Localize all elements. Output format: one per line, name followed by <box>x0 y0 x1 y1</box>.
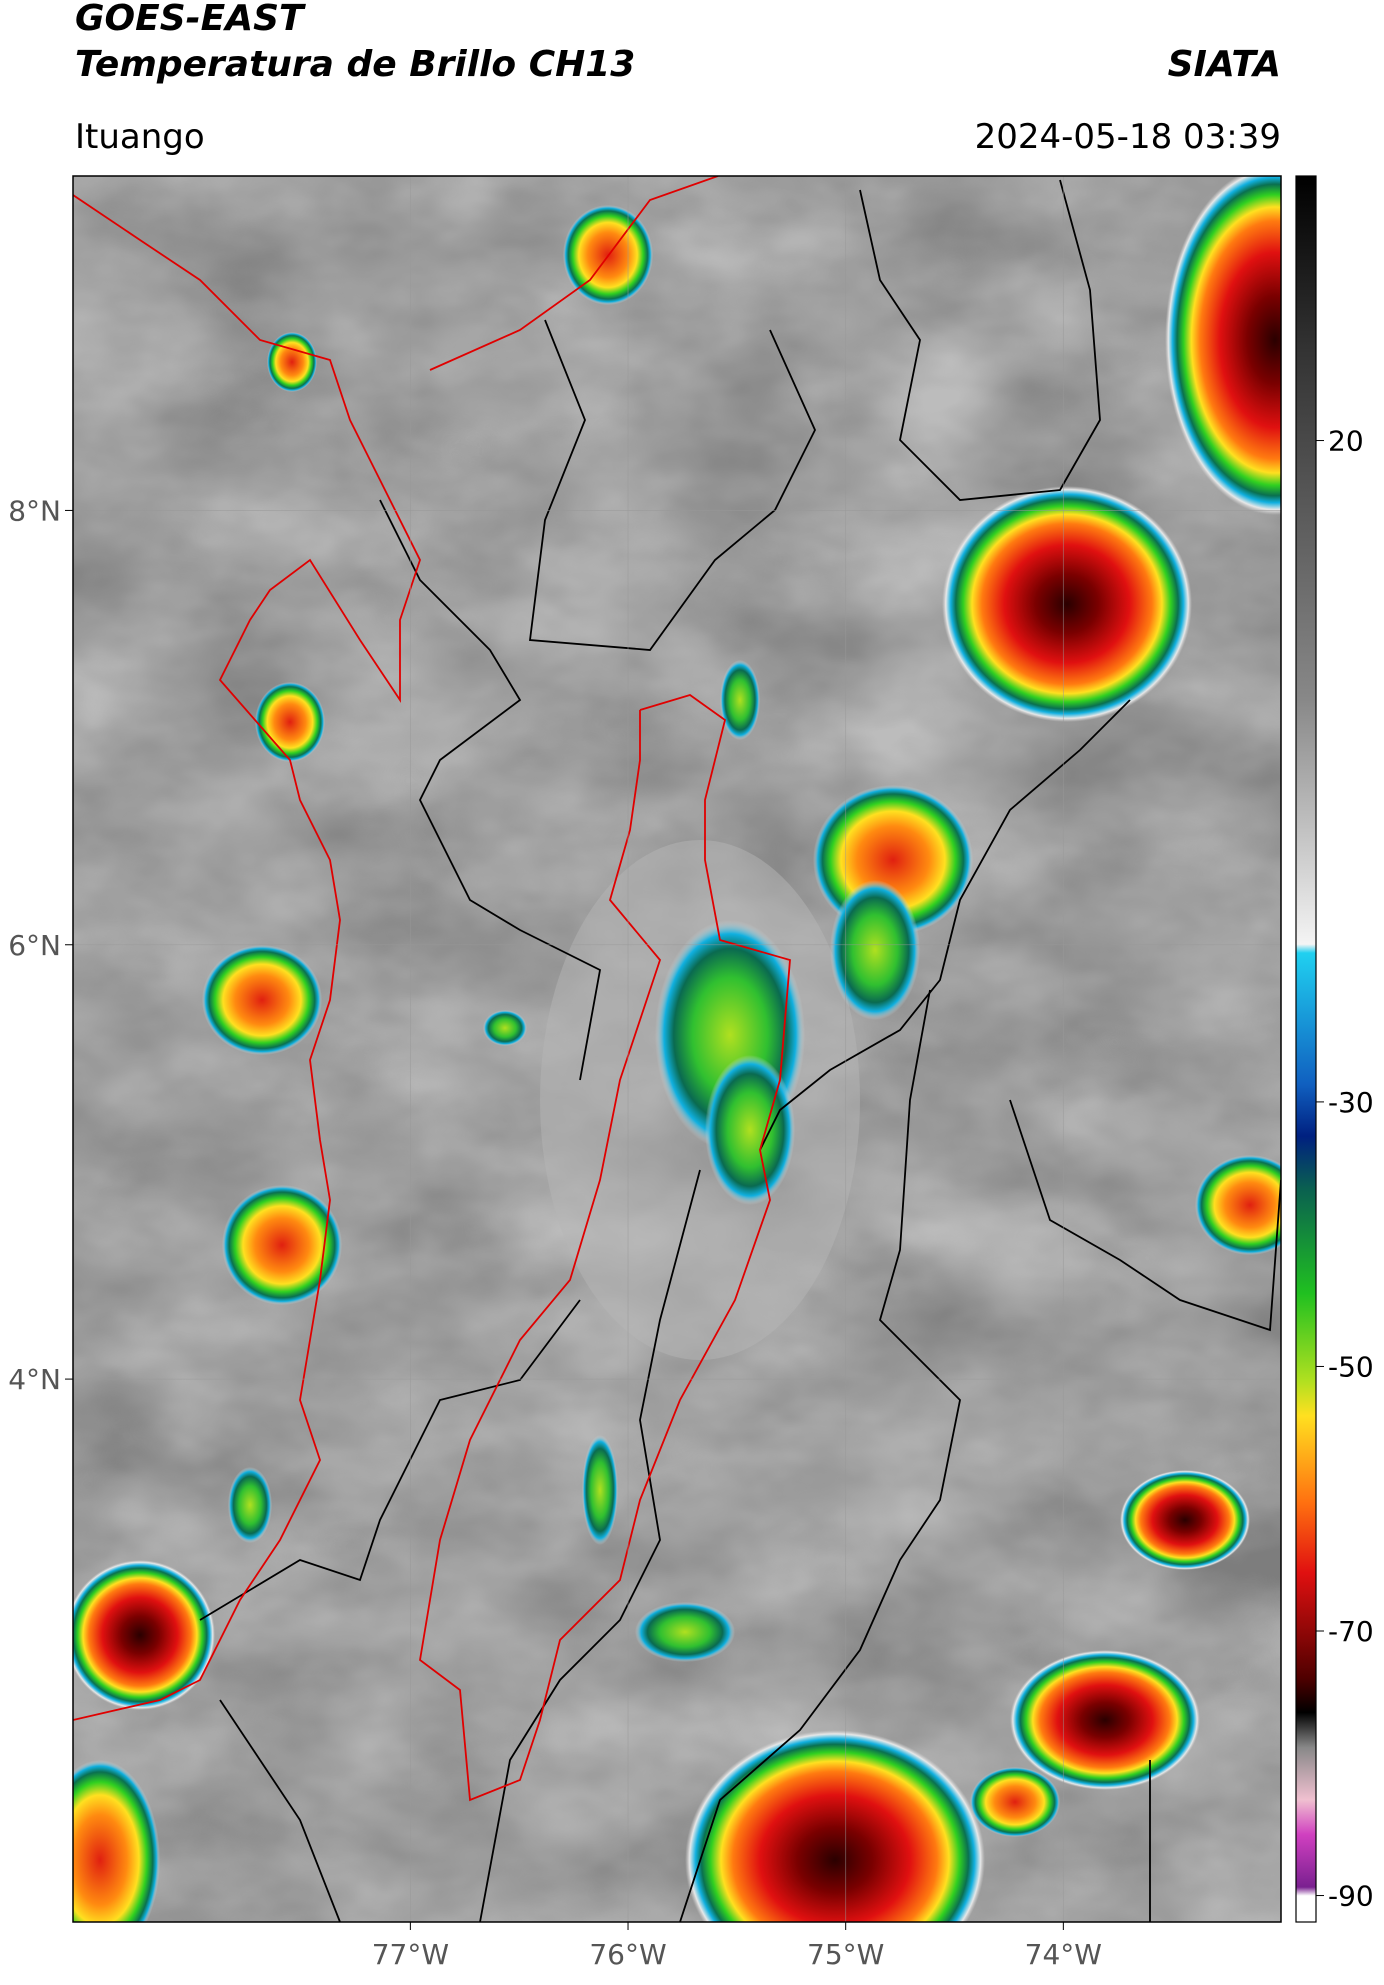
border <box>528 319 816 651</box>
x-tick-label: 74°W <box>1025 1938 1102 1971</box>
admin-borders <box>199 179 1281 1922</box>
storm <box>1195 1155 1281 1255</box>
datetime: 2024-05-18 03:39 <box>975 117 1281 157</box>
coastline <box>429 176 719 371</box>
river-basin <box>419 694 791 1802</box>
storm <box>202 945 322 1055</box>
ticks: 77°W 76°W 75°W 74°W 8°N 6°N 4°N 20 -30 -50 -70 -90 <box>8 425 1374 1971</box>
y-tick-label: 8°N <box>8 494 61 527</box>
storm <box>720 660 760 740</box>
storm <box>483 1010 527 1046</box>
agency: SIATA <box>1168 44 1281 85</box>
border <box>1009 1099 1281 1332</box>
storm <box>705 1055 795 1205</box>
graticule <box>73 176 1281 1922</box>
storm <box>1010 1650 1200 1790</box>
border <box>759 699 1131 1151</box>
storms <box>73 176 1281 1922</box>
product-title: Temperatura de Brillo CH13 <box>75 44 635 85</box>
colorbar-tick-label: -30 <box>1328 1086 1374 1119</box>
coastline-and-basin <box>73 176 791 1802</box>
colorbar-tick-label: -70 <box>1328 1615 1374 1648</box>
border <box>479 1169 701 1922</box>
storm <box>1120 1470 1250 1570</box>
border <box>679 989 961 1922</box>
colorbar-tick-label: -50 <box>1328 1350 1374 1383</box>
storm <box>1165 176 1281 515</box>
coastline <box>73 194 421 1721</box>
colorbar-tick-label: -90 <box>1328 1880 1374 1913</box>
storm <box>830 880 920 1020</box>
storm <box>685 1730 985 1922</box>
x-tick-label: 77°W <box>372 1938 449 1971</box>
storm <box>635 1602 735 1662</box>
border <box>379 499 602 1081</box>
x-tick-label: 75°W <box>807 1938 884 1971</box>
y-tick-label: 4°N <box>8 1363 61 1396</box>
storm <box>255 682 325 762</box>
colorbar-tick-label: 20 <box>1328 425 1364 458</box>
storm <box>582 1435 618 1545</box>
storm <box>222 1185 342 1305</box>
region: Ituango <box>75 117 205 157</box>
border <box>859 179 1101 501</box>
storm <box>267 332 317 392</box>
storm <box>73 1560 215 1710</box>
source-title: GOES-EAST <box>75 0 306 39</box>
colorbar <box>1295 175 1317 1923</box>
border <box>199 1299 581 1621</box>
map-image <box>73 176 1281 1922</box>
storm <box>942 486 1192 722</box>
map-frame <box>72 175 1282 1923</box>
storm <box>73 1760 160 1922</box>
storm <box>228 1467 272 1543</box>
y-tick-label: 6°N <box>8 929 61 962</box>
storm <box>970 1767 1060 1837</box>
border <box>219 1699 341 1922</box>
x-tick-label: 76°W <box>589 1938 666 1971</box>
